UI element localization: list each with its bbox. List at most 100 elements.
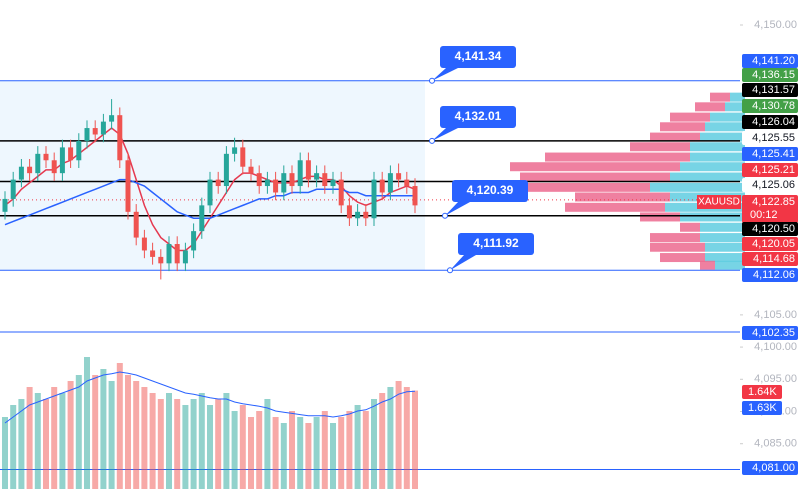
candle-body <box>133 211 139 238</box>
price-label: 4,081.00 <box>752 462 795 474</box>
profile-sell <box>510 182 650 192</box>
profile-buy <box>705 242 745 252</box>
volume-ma <box>4 371 416 424</box>
volume-bar <box>166 393 172 489</box>
profile-buy <box>700 222 745 232</box>
volume-bar <box>387 387 394 489</box>
price-label-box <box>742 54 798 68</box>
volume-bar <box>338 417 345 489</box>
candle-body <box>273 179 279 193</box>
price-label-box <box>742 252 798 266</box>
profile-buy <box>725 102 745 112</box>
candle-body <box>248 166 254 174</box>
profile-buy <box>700 233 745 243</box>
callout-anchor <box>429 77 435 84</box>
profile-sell <box>575 192 670 202</box>
callout-box <box>452 180 528 202</box>
volume-bar <box>256 411 263 489</box>
profile-buy <box>715 260 745 270</box>
callout-label: 4,120.39 <box>467 183 514 197</box>
price-label: 4,112.06 <box>753 269 795 281</box>
volume-bar <box>412 390 418 489</box>
price-label-box <box>742 237 798 251</box>
volume-bar <box>346 411 353 489</box>
symbol-label: XAUUSD <box>698 197 740 208</box>
profile-buy <box>680 212 745 222</box>
profile-sell <box>710 92 730 102</box>
callout-box <box>440 46 516 68</box>
y-tick-label: 4,095.00 <box>754 373 797 385</box>
volume-bar <box>174 399 181 489</box>
candle-body <box>281 173 287 193</box>
price-label: 4,141.20 <box>752 55 795 67</box>
price-label: 4,122.85 <box>752 196 795 208</box>
volume-bar <box>248 417 254 489</box>
profile-sell <box>680 222 700 232</box>
volume-bar <box>116 363 123 489</box>
profile-buy <box>710 112 745 122</box>
price-label-box <box>742 83 798 97</box>
candle-body <box>232 147 238 154</box>
volume-label-box <box>742 385 782 399</box>
candle-body <box>207 179 213 206</box>
y-tick-label: 4,150.00 <box>754 19 797 31</box>
volume-bar <box>26 387 33 489</box>
candle-body <box>371 179 377 219</box>
candle-body <box>158 256 164 264</box>
candle-body <box>117 115 123 161</box>
callout-anchor <box>442 212 448 219</box>
candle-body <box>363 211 369 219</box>
price-label: 4,125.55 <box>752 132 795 144</box>
price-label-box <box>742 178 798 192</box>
candle-body <box>141 237 147 251</box>
callout-label: 4,111.92 <box>473 236 519 250</box>
volume-bar <box>10 405 17 489</box>
profile-buy <box>650 182 745 192</box>
price-label-box <box>742 115 798 129</box>
volume-bar <box>43 399 49 489</box>
price-label-box <box>742 222 798 236</box>
volume-bar <box>34 393 41 489</box>
callout-pointer <box>432 68 458 81</box>
callout-label: 4,141.34 <box>455 49 502 63</box>
candle-body <box>215 179 221 187</box>
candle-body <box>387 173 393 193</box>
callout-label: 4,132.01 <box>455 109 502 123</box>
y-tick-label: 4,105.00 <box>754 309 797 321</box>
volume-bar <box>100 369 107 489</box>
candle-body <box>84 128 90 141</box>
candle-body <box>109 115 115 122</box>
profile-sell <box>660 122 705 132</box>
volume-label: 1.63K <box>748 402 777 414</box>
profile-sell <box>660 253 705 263</box>
candle-body <box>150 250 156 257</box>
candle-body <box>264 179 270 187</box>
volume-bar <box>289 411 295 489</box>
volume-bar <box>403 387 410 489</box>
candle-body <box>330 179 336 187</box>
volume-bar <box>108 381 115 489</box>
volume-bar <box>215 399 222 489</box>
volume-bar <box>272 417 279 489</box>
price-label: 4,125.06 <box>752 179 795 191</box>
profile-buy <box>670 172 745 182</box>
candle-body <box>35 153 41 174</box>
volume-bar <box>379 393 386 489</box>
price-label: 4,114.68 <box>753 253 795 265</box>
price-label: 4,126.04 <box>752 116 795 128</box>
volume-label-box <box>742 401 782 415</box>
profile-buy <box>690 152 745 162</box>
profile-buy <box>705 122 745 132</box>
price-label-box <box>742 99 798 113</box>
volume-bar <box>313 417 320 489</box>
callout-pointer <box>445 202 470 216</box>
y-tick-label: 4,085.00 <box>754 438 797 450</box>
profile-sell <box>640 212 680 222</box>
candle-body <box>191 231 197 251</box>
volume-bar <box>18 399 25 489</box>
candle-body <box>297 160 303 187</box>
profile-sell <box>670 112 710 122</box>
volume-bar <box>239 405 246 489</box>
volume-bar <box>395 381 402 489</box>
